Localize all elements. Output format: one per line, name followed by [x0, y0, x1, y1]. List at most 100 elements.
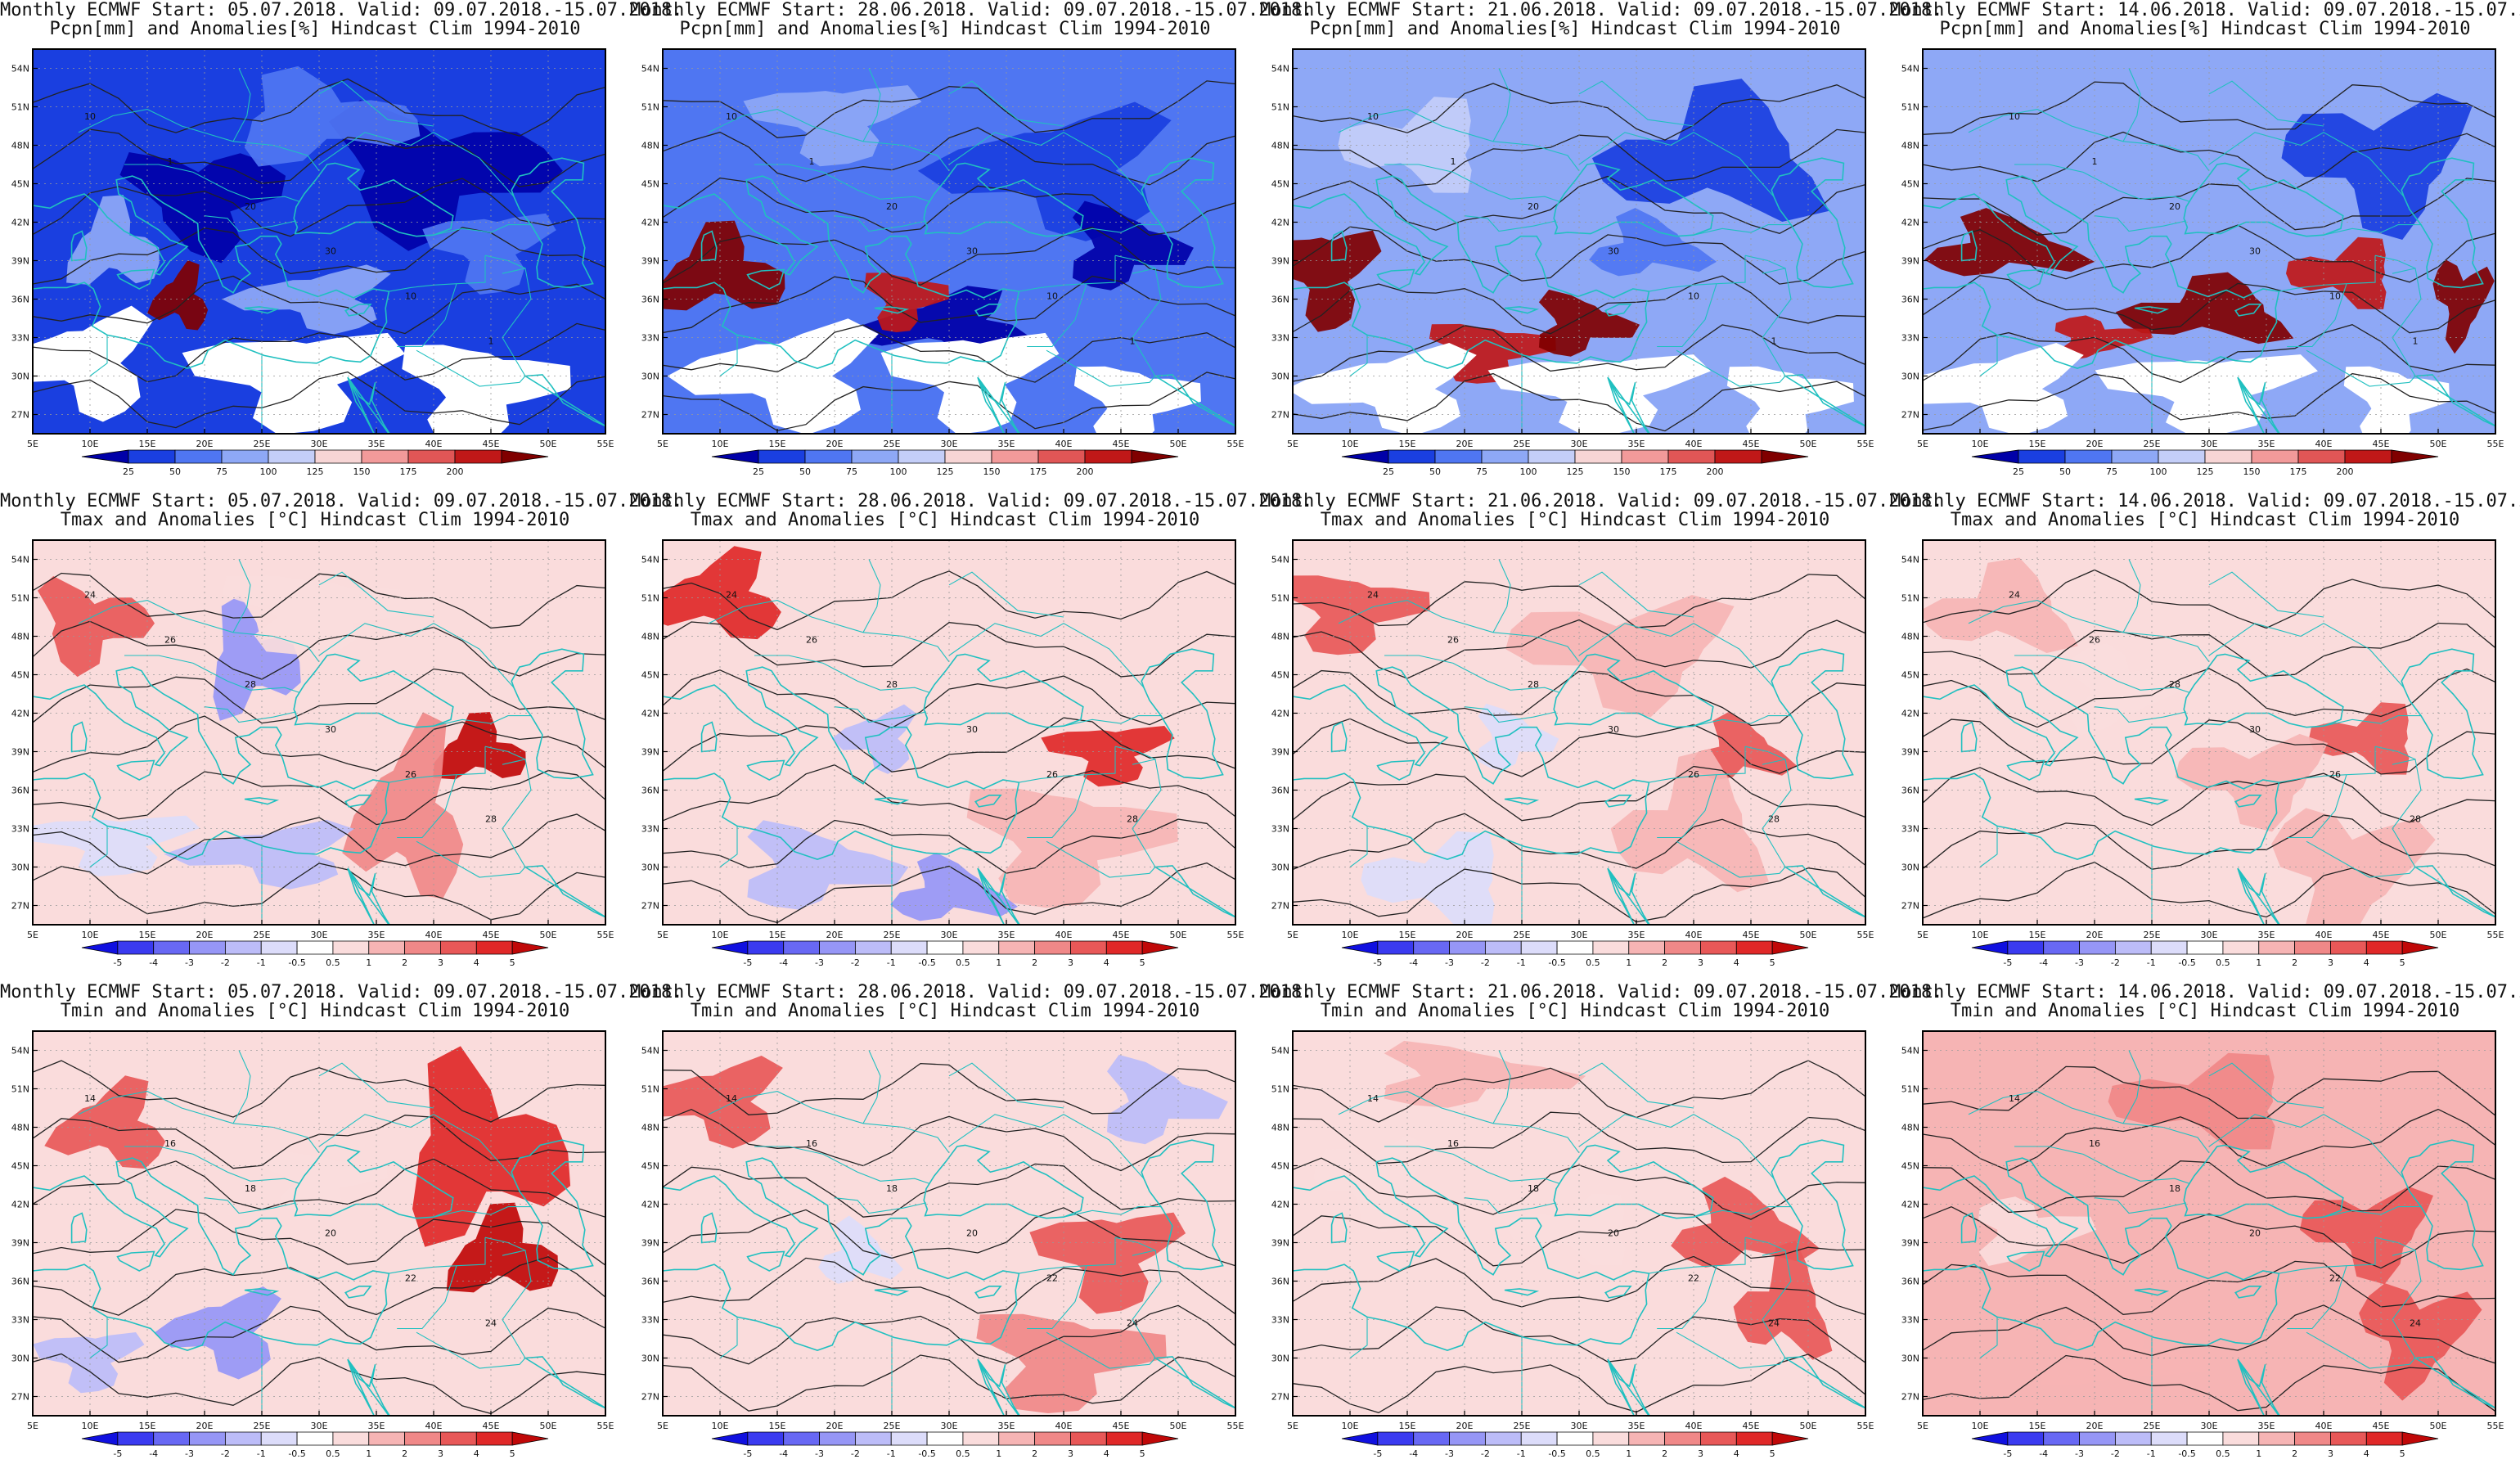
lat-tick-label: 51N — [641, 1084, 659, 1095]
lon-tick-label: 55E — [597, 1421, 614, 1431]
colorbar-label: -3 — [1445, 1448, 1454, 1459]
country-border — [1019, 746, 1116, 783]
contour-label: 30 — [966, 246, 978, 257]
colorbar-swatch — [81, 940, 119, 955]
contour-label: 26 — [2329, 769, 2341, 780]
anomaly-patch — [2041, 1324, 2211, 1385]
lat-tick-label: 27N — [11, 410, 29, 421]
colorbar-swatch — [1700, 1431, 1737, 1446]
coastline — [1504, 1288, 1540, 1296]
lat-tick-label: 27N — [1901, 901, 1919, 912]
anomaly-patch — [1508, 1193, 1626, 1266]
contour-line — [1923, 131, 2495, 190]
colorbar-label: 125 — [1567, 466, 1584, 477]
coastline — [2234, 795, 2262, 808]
colorbar: -5 -4 -3 -2 -1 -0.5 0.5 1 2 3 4 5 — [711, 1431, 1179, 1459]
coastline — [977, 376, 1005, 434]
colorbar-label: 25 — [1383, 466, 1394, 477]
lon-tick-label: 15E — [139, 930, 156, 940]
contour-label: 1 — [1130, 336, 1136, 346]
colorbar-label: 175 — [400, 466, 417, 477]
lon-tick-label: 55E — [1227, 1421, 1244, 1431]
coastline — [1330, 1212, 1348, 1244]
contour-line — [1923, 1065, 2495, 1119]
colorbar-swatch — [854, 1431, 892, 1446]
lon-tick-label: 35E — [998, 1421, 1015, 1431]
coastline — [2134, 1288, 2170, 1296]
country-border — [1384, 164, 1560, 202]
lon-tick-label: 10E — [712, 1421, 729, 1431]
contour-line — [1293, 1157, 1865, 1220]
contour-line — [1923, 1260, 2495, 1315]
country-border — [2306, 840, 2416, 878]
contour-label: 24 — [1367, 590, 1379, 601]
map-panel: Monthly ECMWF Start: 05.07.2018. Valid: … — [0, 982, 682, 1473]
lon-tick-label: 40E — [2315, 930, 2333, 940]
coastline — [874, 1288, 910, 1296]
anomaly-field: 24 26 28 30 26 28 — [663, 540, 1235, 925]
lon-tick-label: 10E — [1972, 439, 1989, 449]
lon-tick-label: 45E — [1743, 439, 1760, 449]
lon-tick-label: 15E — [1399, 1421, 1416, 1431]
anomaly-patch — [1029, 1212, 1186, 1314]
lon-tick-label: 20E — [196, 930, 214, 940]
colorbar-swatch — [2330, 940, 2367, 955]
coastline — [523, 1356, 605, 1409]
lon-tick-label: 50E — [1800, 930, 1817, 940]
colorbar-label: 150 — [353, 466, 371, 477]
coastline — [2234, 1286, 2262, 1299]
lon-tick-label: 25E — [254, 439, 271, 449]
colorbar-swatch — [511, 940, 549, 955]
colorbar-label: 3 — [2328, 957, 2333, 968]
coastline — [344, 795, 372, 808]
country-border — [2208, 80, 2324, 127]
colorbar-swatch — [153, 940, 190, 955]
colorbar-swatch — [475, 940, 513, 955]
colorbar-swatch — [440, 1431, 477, 1446]
colorbar-label: 3 — [438, 1448, 443, 1459]
country-border — [1578, 132, 1775, 197]
country-border — [754, 1146, 930, 1184]
no-data-mask — [1293, 343, 1477, 434]
colorbar-label: -1 — [257, 1448, 266, 1459]
coastline — [2237, 1358, 2265, 1416]
lon-tick-label: 25E — [2144, 439, 2161, 449]
country-border — [89, 1317, 108, 1358]
country-border — [719, 1317, 738, 1358]
lat-tick-label: 27N — [641, 410, 659, 421]
lat-tick-label: 42N — [1271, 218, 1289, 228]
colorbar-swatch — [1131, 449, 1179, 464]
lat-tick-label: 54N — [1271, 1046, 1289, 1056]
colorbar-label: 4 — [1104, 1448, 1109, 1459]
coastline — [1153, 1356, 1235, 1409]
contour-line — [1923, 718, 2495, 775]
map-panel: Monthly ECMWF Start: 14.06.2018. Valid: … — [1890, 491, 2520, 982]
country-border — [1027, 283, 1087, 348]
colorbar-swatch — [2344, 449, 2392, 464]
contour-line — [1923, 814, 2495, 870]
colorbar-label: -5 — [1373, 1448, 1382, 1459]
colorbar-label: -5 — [113, 1448, 122, 1459]
country-border — [204, 215, 297, 232]
lon-tick-label: 45E — [2373, 1421, 2390, 1431]
anomaly-patch — [260, 1151, 388, 1212]
coastline — [244, 1288, 280, 1296]
country-border — [1968, 600, 2210, 663]
coastline — [347, 376, 391, 434]
country-border — [719, 335, 738, 376]
colorbar-swatch — [128, 449, 176, 464]
country-border — [1649, 255, 1746, 292]
colorbar-label: -4 — [779, 1448, 788, 1459]
colorbar-label: 200 — [447, 466, 464, 477]
lon-tick-label: 20E — [196, 1421, 214, 1431]
anomaly-patch — [1978, 1196, 2097, 1266]
colorbar-label: 1 — [1626, 1448, 1631, 1459]
lon-tick-label: 5E — [27, 439, 38, 449]
lon-tick-label: 50E — [2430, 1421, 2447, 1431]
lat-tick-label: 30N — [1271, 372, 1289, 382]
lat-tick-label: 54N — [641, 555, 659, 565]
colorbar-label: 0.5 — [956, 1448, 970, 1459]
colorbar-swatch — [2150, 940, 2188, 955]
lat-tick-label: 45N — [11, 1161, 29, 1172]
no-data-mask — [1726, 366, 1854, 434]
